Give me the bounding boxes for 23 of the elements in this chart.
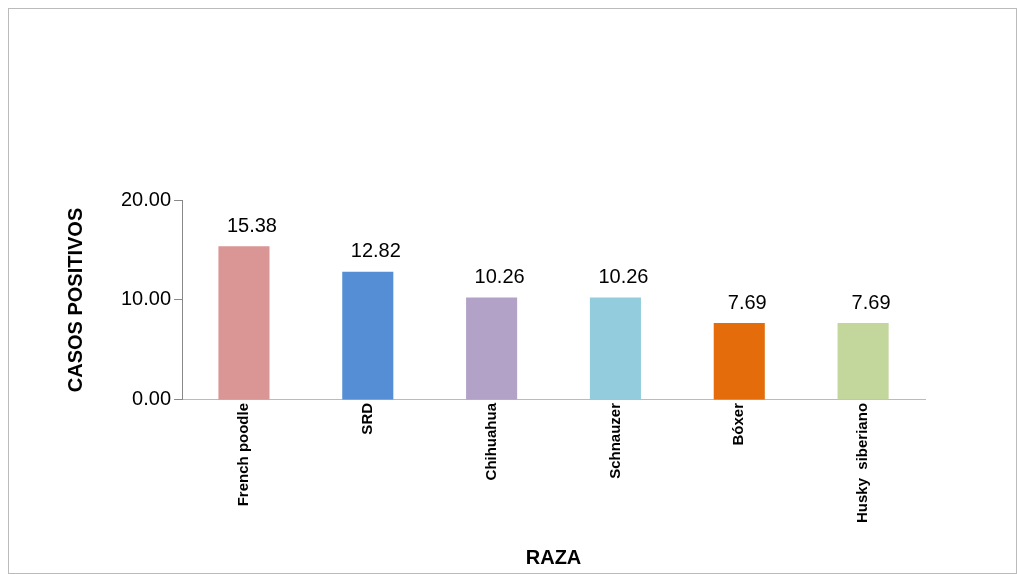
bar [589, 297, 641, 400]
x-tick-label: Schnauzer [605, 402, 623, 479]
y-tick-label: 10.00 [120, 287, 172, 310]
x-axis-title: RAZA [525, 545, 582, 568]
y-axis-title: CASOS POSITIVOS [63, 207, 86, 393]
data-label: 10.26 [598, 264, 649, 287]
y-tick-label: 20.00 [120, 187, 172, 210]
bar [342, 271, 394, 400]
data-label: 7.69 [727, 290, 767, 313]
bar [218, 246, 270, 400]
bar [466, 297, 518, 400]
x-tick-label: Chihuahua [481, 402, 499, 481]
y-tick-label: 0.00 [132, 387, 172, 410]
x-tick-label: SRD [357, 402, 375, 435]
data-label: 12.82 [350, 239, 401, 262]
bar [713, 323, 765, 400]
x-tick-label: French poodle [234, 402, 252, 507]
x-tick-label: Husky siberiano [853, 402, 871, 523]
data-label: 15.38 [226, 213, 277, 236]
data-label: 7.69 [851, 290, 891, 313]
x-tick-label: Bóxer [729, 402, 747, 446]
bar [837, 323, 889, 400]
data-label: 10.26 [474, 264, 525, 287]
